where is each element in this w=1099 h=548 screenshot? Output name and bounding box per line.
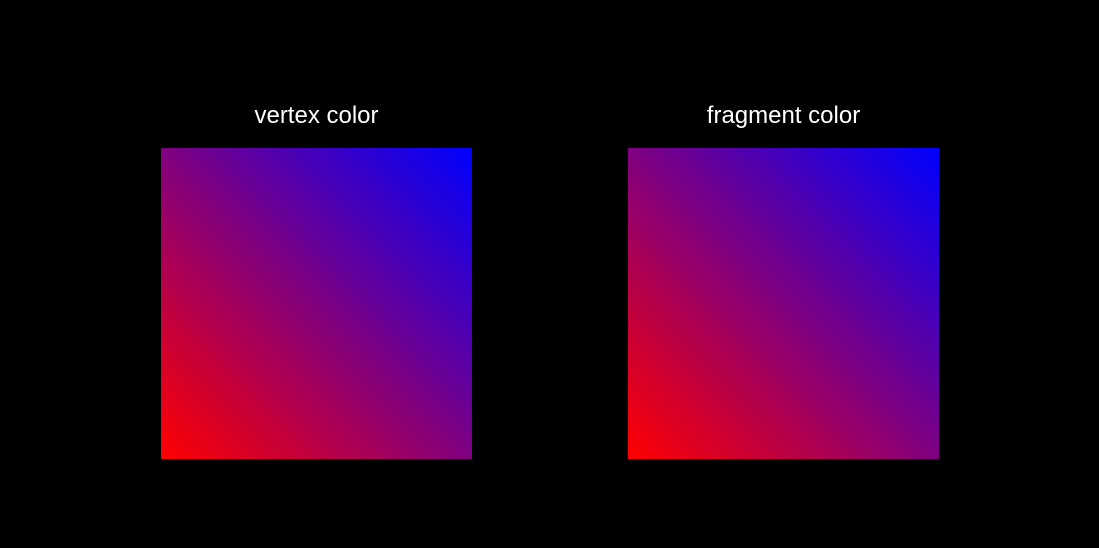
vertex-color-panel: vertex color <box>161 96 472 459</box>
fragment-color-square <box>628 148 939 459</box>
vertex-color-square <box>161 148 472 459</box>
fragment-color-panel: fragment color <box>628 96 939 459</box>
fragment-color-title: fragment color <box>628 96 939 136</box>
vertex-color-title: vertex color <box>161 96 472 136</box>
